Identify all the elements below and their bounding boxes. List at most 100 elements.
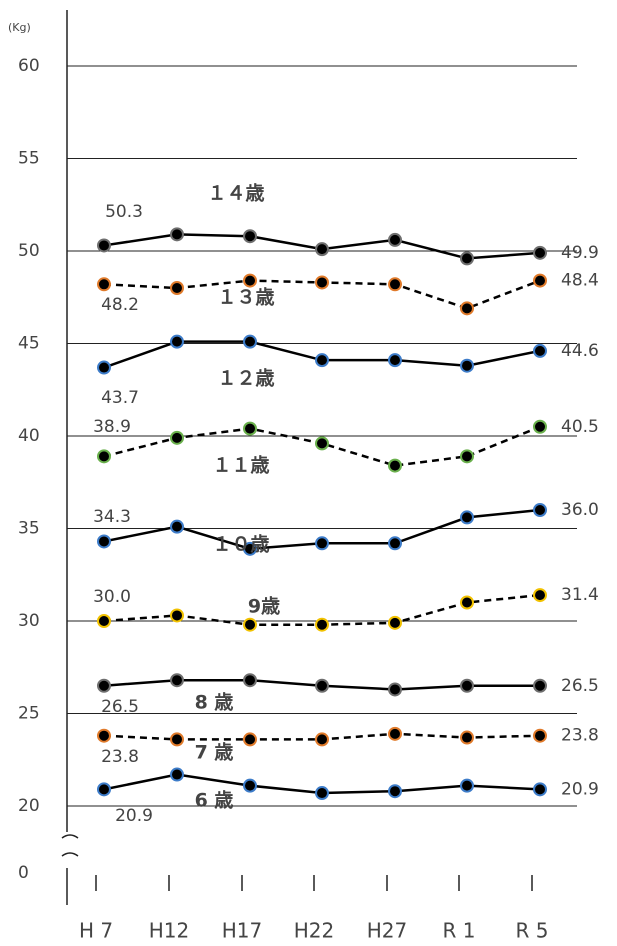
y-tick-label: 60: [18, 56, 40, 76]
data-point: [533, 503, 547, 517]
value-label: 30.0: [93, 587, 131, 607]
data-point: [533, 782, 547, 797]
value-label: 38.9: [93, 417, 131, 437]
data-point: [315, 436, 329, 451]
data-point: [243, 421, 257, 436]
data-point: [243, 732, 257, 747]
data-point: [315, 353, 329, 368]
value-label: 48.2: [101, 295, 139, 315]
axis-break: [61, 834, 79, 857]
data-point: [243, 229, 257, 244]
data-point: [388, 232, 402, 247]
series-label: １２歳: [217, 368, 274, 390]
data-point: [460, 730, 474, 745]
data-point: [460, 251, 474, 266]
data-point: [243, 778, 257, 793]
data-point: [97, 782, 111, 797]
data-point: [533, 419, 547, 434]
data-point: [97, 277, 111, 292]
data-point: [460, 301, 474, 316]
data-point: [388, 353, 402, 368]
data-point: [388, 277, 402, 292]
data-point: [533, 273, 547, 288]
series-label: １３歳: [217, 287, 274, 309]
y-tick-label: 30: [18, 611, 40, 631]
y-tick-label: 50: [18, 241, 40, 261]
data-point: [170, 334, 184, 349]
data-point: [533, 588, 547, 603]
data-point: [170, 281, 184, 295]
data-point: [243, 273, 257, 288]
data-point: [170, 227, 184, 242]
data-point: [315, 242, 329, 257]
value-label: 43.7: [101, 388, 139, 408]
y-tick-label: 45: [18, 334, 40, 354]
value-label: 36.0: [561, 500, 599, 520]
y-axis-label: (Kg): [8, 21, 31, 34]
data-point: [460, 449, 474, 464]
data-point: [97, 678, 111, 693]
series-label: 6 歳: [195, 790, 234, 812]
data-point: [243, 541, 257, 556]
data-point: [170, 608, 184, 623]
x-tick-label: R 5: [516, 919, 549, 943]
data-point: [460, 778, 474, 793]
y-tick-label: 20: [18, 796, 40, 816]
data-point: [533, 245, 547, 260]
data-point: [170, 673, 184, 688]
data-point: [533, 343, 547, 358]
x-tick-label: H22: [294, 919, 335, 943]
data-point: [97, 360, 111, 375]
data-point: [460, 595, 474, 610]
data-point: [460, 510, 474, 525]
data-point: [460, 678, 474, 693]
series-label: 9歳: [248, 596, 280, 618]
data-point: [97, 238, 111, 253]
data-point: [315, 786, 329, 801]
data-point: [170, 732, 184, 747]
series-label: 8 歳: [195, 692, 234, 714]
series-label: 7 歳: [195, 742, 234, 764]
data-point: [170, 519, 184, 534]
data-point: [388, 458, 402, 473]
x-tick-label: H12: [149, 919, 190, 943]
data-point: [97, 449, 111, 464]
x-tick-label: H 7: [79, 919, 113, 943]
data-point: [388, 726, 402, 741]
data-point: [315, 275, 329, 290]
value-label: 20.9: [115, 806, 153, 826]
value-label: 26.5: [561, 676, 599, 696]
data-point: [97, 728, 111, 743]
value-label: 49.9: [561, 243, 599, 263]
data-point: [170, 430, 184, 445]
data-point: [388, 682, 402, 697]
y-tick-label: 55: [18, 149, 40, 169]
value-label: 40.5: [561, 417, 599, 437]
value-label: 50.3: [105, 202, 143, 222]
series-label: １１歳: [212, 455, 269, 477]
data-point: [243, 334, 257, 349]
data-point: [315, 732, 329, 747]
x-tick-label: H17: [222, 919, 263, 943]
data-point: [315, 617, 329, 632]
data-point: [243, 673, 257, 688]
x-tick-label: H27: [367, 919, 408, 943]
data-point: [533, 678, 547, 693]
data-point: [388, 615, 402, 630]
y-tick-label: 25: [18, 704, 40, 724]
data-point: [97, 534, 111, 549]
data-point: [315, 536, 329, 551]
value-label: 34.3: [93, 507, 131, 527]
data-point: [243, 617, 257, 632]
x-tick-label: R 1: [443, 919, 476, 943]
value-label: 31.4: [561, 585, 599, 605]
data-point: [97, 614, 111, 628]
y-tick-label: 40: [18, 426, 40, 446]
value-label: 20.9: [561, 779, 599, 799]
data-point: [315, 678, 329, 693]
data-point: [460, 358, 474, 373]
series-label: １０歳: [212, 534, 269, 556]
value-label: 44.6: [561, 341, 599, 361]
series-label: １４歳: [207, 183, 264, 205]
